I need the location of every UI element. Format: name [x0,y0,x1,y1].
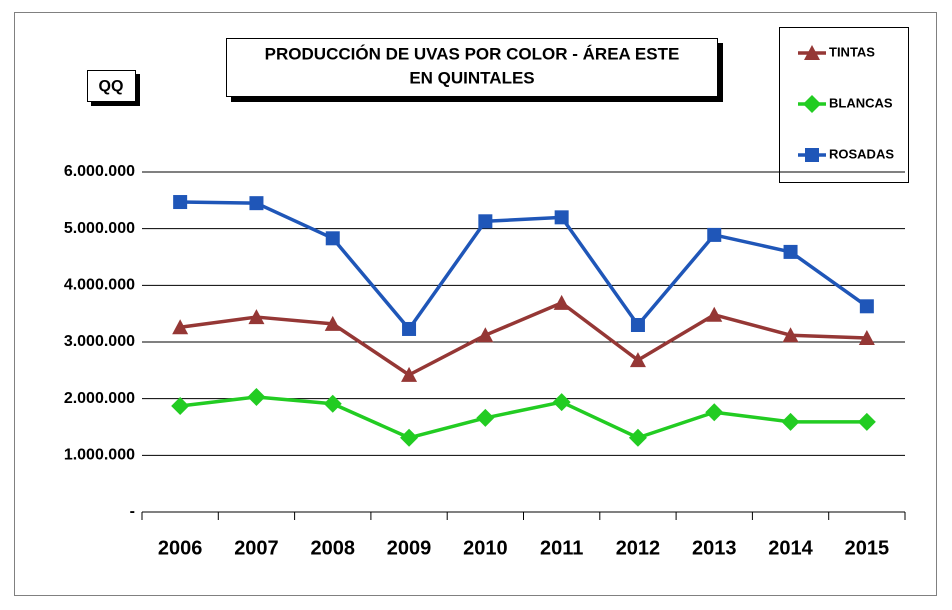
y-tick-label: - [130,503,135,520]
series-line [180,200,868,331]
x-tick-label: 2008 [311,537,356,559]
data-point [249,196,264,211]
data-point [781,412,800,431]
series-line [179,395,867,440]
y-tick-label: 5.000.000 [64,220,135,237]
data-point [629,352,646,368]
data-point [325,231,340,246]
data-point [705,403,724,422]
x-tick-label: 2014 [768,537,813,559]
data-point [553,294,570,310]
y-tick-label: 1.000.000 [64,447,135,464]
data-point [858,330,875,346]
x-tick-label: 2015 [845,537,890,559]
legend-marker [804,45,820,60]
title-box [226,38,718,97]
legend-marker [803,95,821,113]
x-tick-label: 2012 [616,537,661,559]
data-point [172,319,189,335]
chart-title: PRODUCCIÓN DE UVAS POR COLOR - ÁREA ESTE [265,44,680,63]
x-tick-label: 2009 [387,537,432,559]
legend-marker [805,148,819,162]
legend-label: ROSADAS [829,146,894,161]
data-point [554,210,569,225]
data-point [173,195,188,210]
data-point [324,315,341,331]
data-point [859,299,874,314]
data-point [478,214,493,229]
chart-subtitle: EN QUINTALES [409,68,534,87]
data-point [323,394,342,413]
data-point [706,306,723,322]
data-point [247,387,266,406]
x-tick-label: 2010 [463,537,508,559]
data-point [401,366,418,382]
data-point [477,327,494,343]
data-point [248,309,265,325]
data-point [400,428,419,447]
data-point [707,227,722,242]
data-point [476,408,495,427]
x-tick-label: 2013 [692,537,737,559]
y-tick-label: 6.000.000 [64,163,135,180]
x-tick-label: 2011 [540,537,583,559]
data-point [402,321,417,336]
y-tick-label: 4.000.000 [64,277,135,294]
legend-label: TINTAS [829,44,875,59]
y-tick-label: 3.000.000 [64,333,135,350]
x-tick-label: 2006 [158,537,203,559]
data-point [630,318,645,332]
data-point [628,428,647,447]
legend-label: BLANCAS [829,95,893,110]
data-point [782,327,799,343]
y-axis-label: QQ [99,78,124,95]
data-point [857,412,876,431]
data-point [783,244,798,259]
series-line [179,301,867,377]
data-point [552,393,571,412]
y-tick-label: 2.000.000 [64,390,135,407]
x-tick-label: 2007 [234,537,279,559]
ylabel-box [87,70,136,102]
data-point [171,397,190,416]
